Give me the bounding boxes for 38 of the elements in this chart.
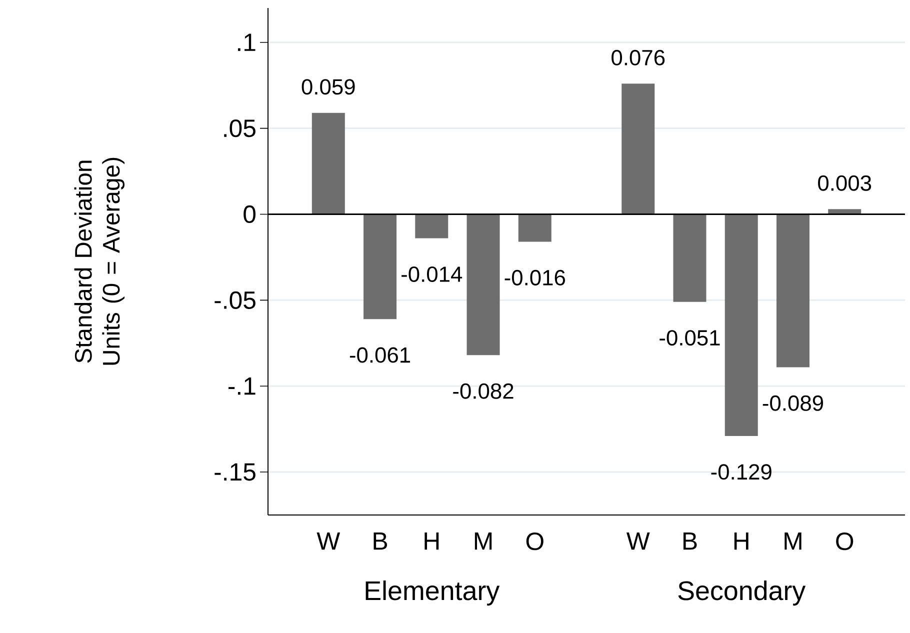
- bar: [622, 84, 655, 214]
- data-label: -0.016: [504, 270, 565, 286]
- x-tick-label: M: [784, 532, 802, 550]
- x-tick-label: H: [734, 532, 748, 550]
- bar: [466, 214, 500, 356]
- data-label: -0.129: [711, 464, 772, 480]
- data-label: 0.076: [612, 50, 665, 66]
- data-label: 0.059: [302, 79, 355, 95]
- x-tick-label: O: [526, 532, 544, 550]
- text: Elementary: [366, 580, 500, 606]
- bar: [518, 214, 552, 242]
- x-tick-label: B: [374, 532, 388, 550]
- y-tick-label: -.15: [214, 463, 256, 481]
- data-label: -0.082: [453, 383, 514, 399]
- y-tick-label: .05: [224, 119, 256, 138]
- data-label: 0.003: [818, 175, 872, 191]
- x-tick-label: O: [836, 532, 854, 550]
- text: Secondary: [678, 580, 806, 606]
- y-tick-label: -.05: [214, 291, 256, 309]
- data-label: -0.061: [350, 347, 410, 363]
- data-label: -0.014: [402, 266, 462, 282]
- bar: [776, 214, 810, 368]
- bar: [364, 214, 397, 320]
- y-tick-label: 0: [244, 205, 256, 224]
- bar: [724, 214, 758, 436]
- x-tick-label: W: [316, 532, 340, 550]
- y-tick-label: -.1: [228, 378, 256, 395]
- bar: [312, 112, 345, 214]
- x-tick-label: M: [474, 532, 492, 550]
- x-tick-label: B: [683, 532, 697, 550]
- x-tick-label: W: [626, 532, 650, 550]
- data-label: -0.051: [660, 330, 720, 346]
- y-tick-label: .1: [238, 34, 256, 51]
- bar: [673, 214, 706, 302]
- bar: [415, 214, 448, 238]
- y-axis-title: Standard Deviation Units (0 = Average): [74, 158, 124, 365]
- x-tick-label: H: [424, 532, 439, 550]
- data-label: -0.089: [762, 395, 824, 411]
